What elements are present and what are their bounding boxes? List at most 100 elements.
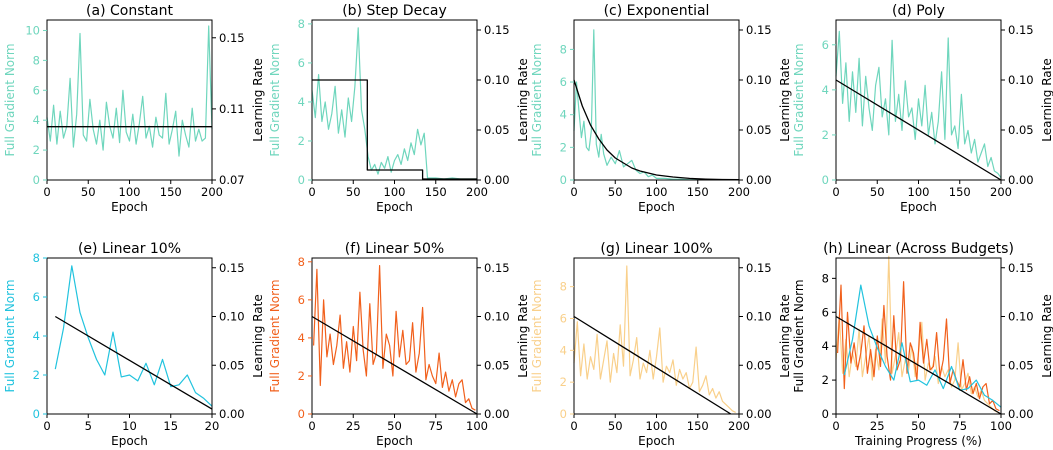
learning-rate-line [573, 315, 732, 415]
x-axis-label: Epoch [376, 434, 413, 448]
x-tick-label: 100 [646, 185, 668, 199]
y-tick-label: 8 [560, 42, 567, 56]
x-tick-label: 150 [160, 185, 182, 199]
x-axis-label: Epoch [638, 434, 675, 448]
y-tick-label: 0 [560, 407, 567, 421]
y2-tick-label: 0.00 [484, 173, 510, 187]
x-axis-label: Epoch [638, 200, 675, 214]
y-axis-label: Full Gradient Norm [3, 43, 17, 156]
y-tick-label: 10 [25, 23, 40, 37]
x-tick-label: 50 [81, 185, 96, 199]
y-axis-label: Full Gradient Norm [792, 279, 806, 392]
gradient-norm-line [835, 255, 998, 413]
x-tick-label: 0 [308, 185, 315, 199]
x-tick-label: 50 [608, 185, 623, 199]
y2-axis-label: Learning Rate [1040, 294, 1053, 377]
x-tick-label: 0 [570, 185, 577, 199]
y2-tick-label: 0.10 [484, 310, 510, 324]
x-tick-label: 100 [466, 419, 488, 433]
y-tick-label: 4 [33, 329, 40, 343]
x-tick-label: 150 [949, 185, 971, 199]
y-tick-label: 4 [822, 339, 829, 353]
y-tick-label: 8 [822, 271, 829, 285]
x-tick-label: 200 [466, 185, 488, 199]
y2-tick-label: 0.10 [1008, 310, 1034, 324]
y2-tick-label: 0.15 [1008, 261, 1034, 275]
x-axis-label: Epoch [111, 434, 148, 448]
y-tick-label: 6 [33, 290, 40, 304]
y2-tick-label: 0.15 [219, 31, 245, 45]
y2-axis-label: Learning Rate [516, 58, 530, 141]
y-tick-label: 4 [298, 331, 305, 345]
x-tick-label: 150 [687, 185, 709, 199]
gradient-norm-line [46, 25, 213, 157]
x-tick-label: 50 [608, 419, 623, 433]
y-tick-label: 4 [822, 83, 829, 97]
x-tick-label: 0 [43, 185, 50, 199]
y-tick-label: 6 [560, 311, 567, 325]
y2-tick-label: 0.00 [1008, 407, 1034, 421]
y2-axis-label: Learning Rate [251, 294, 265, 377]
y-tick-label: 6 [298, 56, 305, 70]
y-tick-label: 0 [298, 173, 305, 187]
x-tick-label: 20 [205, 419, 220, 433]
x-tick-label: 0 [570, 419, 577, 433]
y-tick-label: 2 [822, 128, 829, 142]
y2-axis-label: Learning Rate [778, 58, 792, 141]
y-tick-label: 2 [33, 368, 40, 382]
y-tick-label: 0 [560, 173, 567, 187]
y2-tick-label: 0.10 [746, 73, 772, 87]
y-axis-label: Full Gradient Norm [530, 279, 544, 392]
y2-tick-label: 0.15 [484, 23, 510, 37]
y2-tick-label: 0.05 [484, 123, 510, 137]
learning-rate-line [312, 79, 477, 180]
x-tick-label: 150 [687, 419, 709, 433]
x-axis-label: Training Progress (%) [854, 434, 982, 448]
y2-tick-label: 0.05 [746, 123, 772, 137]
x-tick-label: 50 [387, 419, 402, 433]
subplot-6: (f) Linear 50% 0 25 50 75 100 0 2 4 6 8 0.00 0.05 0.1… [268, 241, 530, 448]
y2-tick-label: 0.10 [746, 310, 772, 324]
y-tick-label: 6 [560, 75, 567, 89]
y2-tick-label: 0.05 [219, 358, 245, 372]
x-tick-label: 50 [346, 185, 361, 199]
y-tick-label: 6 [298, 293, 305, 307]
x-tick-label: 100 [384, 185, 406, 199]
x-tick-label: 0 [43, 419, 50, 433]
x-axis-label: Epoch [900, 200, 937, 214]
y2-axis-label: Learning Rate [516, 294, 530, 377]
y-tick-label: 2 [822, 373, 829, 387]
y2-tick-label: 0.00 [484, 407, 510, 421]
subplot-title: (b) Step Decay [342, 3, 447, 19]
x-tick-label: 25 [346, 419, 361, 433]
gradient-norm-line [311, 27, 477, 180]
y2-axis-label: Learning Rate [778, 294, 792, 377]
x-tick-label: 200 [728, 185, 750, 199]
x-tick-label: 0 [308, 419, 315, 433]
x-axis-label: Epoch [376, 200, 413, 214]
x-tick-label: 15 [163, 419, 178, 433]
y2-tick-label: 0.05 [484, 358, 510, 372]
y2-tick-label: 0.00 [746, 407, 772, 421]
subplot-title: (h) Linear (Across Budgets) [823, 241, 1014, 257]
gradient-norm-line [573, 265, 736, 413]
x-tick-label: 75 [428, 419, 443, 433]
y-axis-label: Full Gradient Norm [530, 43, 544, 156]
y2-tick-label: 0.11 [219, 102, 245, 116]
learning-rate-line [311, 315, 478, 415]
y-tick-label: 8 [33, 53, 40, 67]
learning-rate-line [835, 315, 1002, 415]
x-tick-label: 200 [990, 185, 1012, 199]
y2-tick-label: 0.07 [219, 173, 245, 187]
y2-tick-label: 0.05 [1008, 358, 1034, 372]
y-tick-label: 4 [560, 108, 567, 122]
y2-tick-label: 0.05 [746, 358, 772, 372]
subplot-1: (a) Constant 0 50 100 150 200 0 2 4 6 8 10 0.07 0.11 0… [3, 3, 265, 214]
y-axis-label: Full Gradient Norm [268, 43, 282, 156]
y2-tick-label: 0.10 [484, 73, 510, 87]
subplot-title: (e) Linear 10% [78, 241, 181, 257]
x-tick-label: 100 [990, 419, 1012, 433]
y-tick-label: 8 [33, 251, 40, 265]
y2-tick-label: 0.10 [219, 310, 245, 324]
